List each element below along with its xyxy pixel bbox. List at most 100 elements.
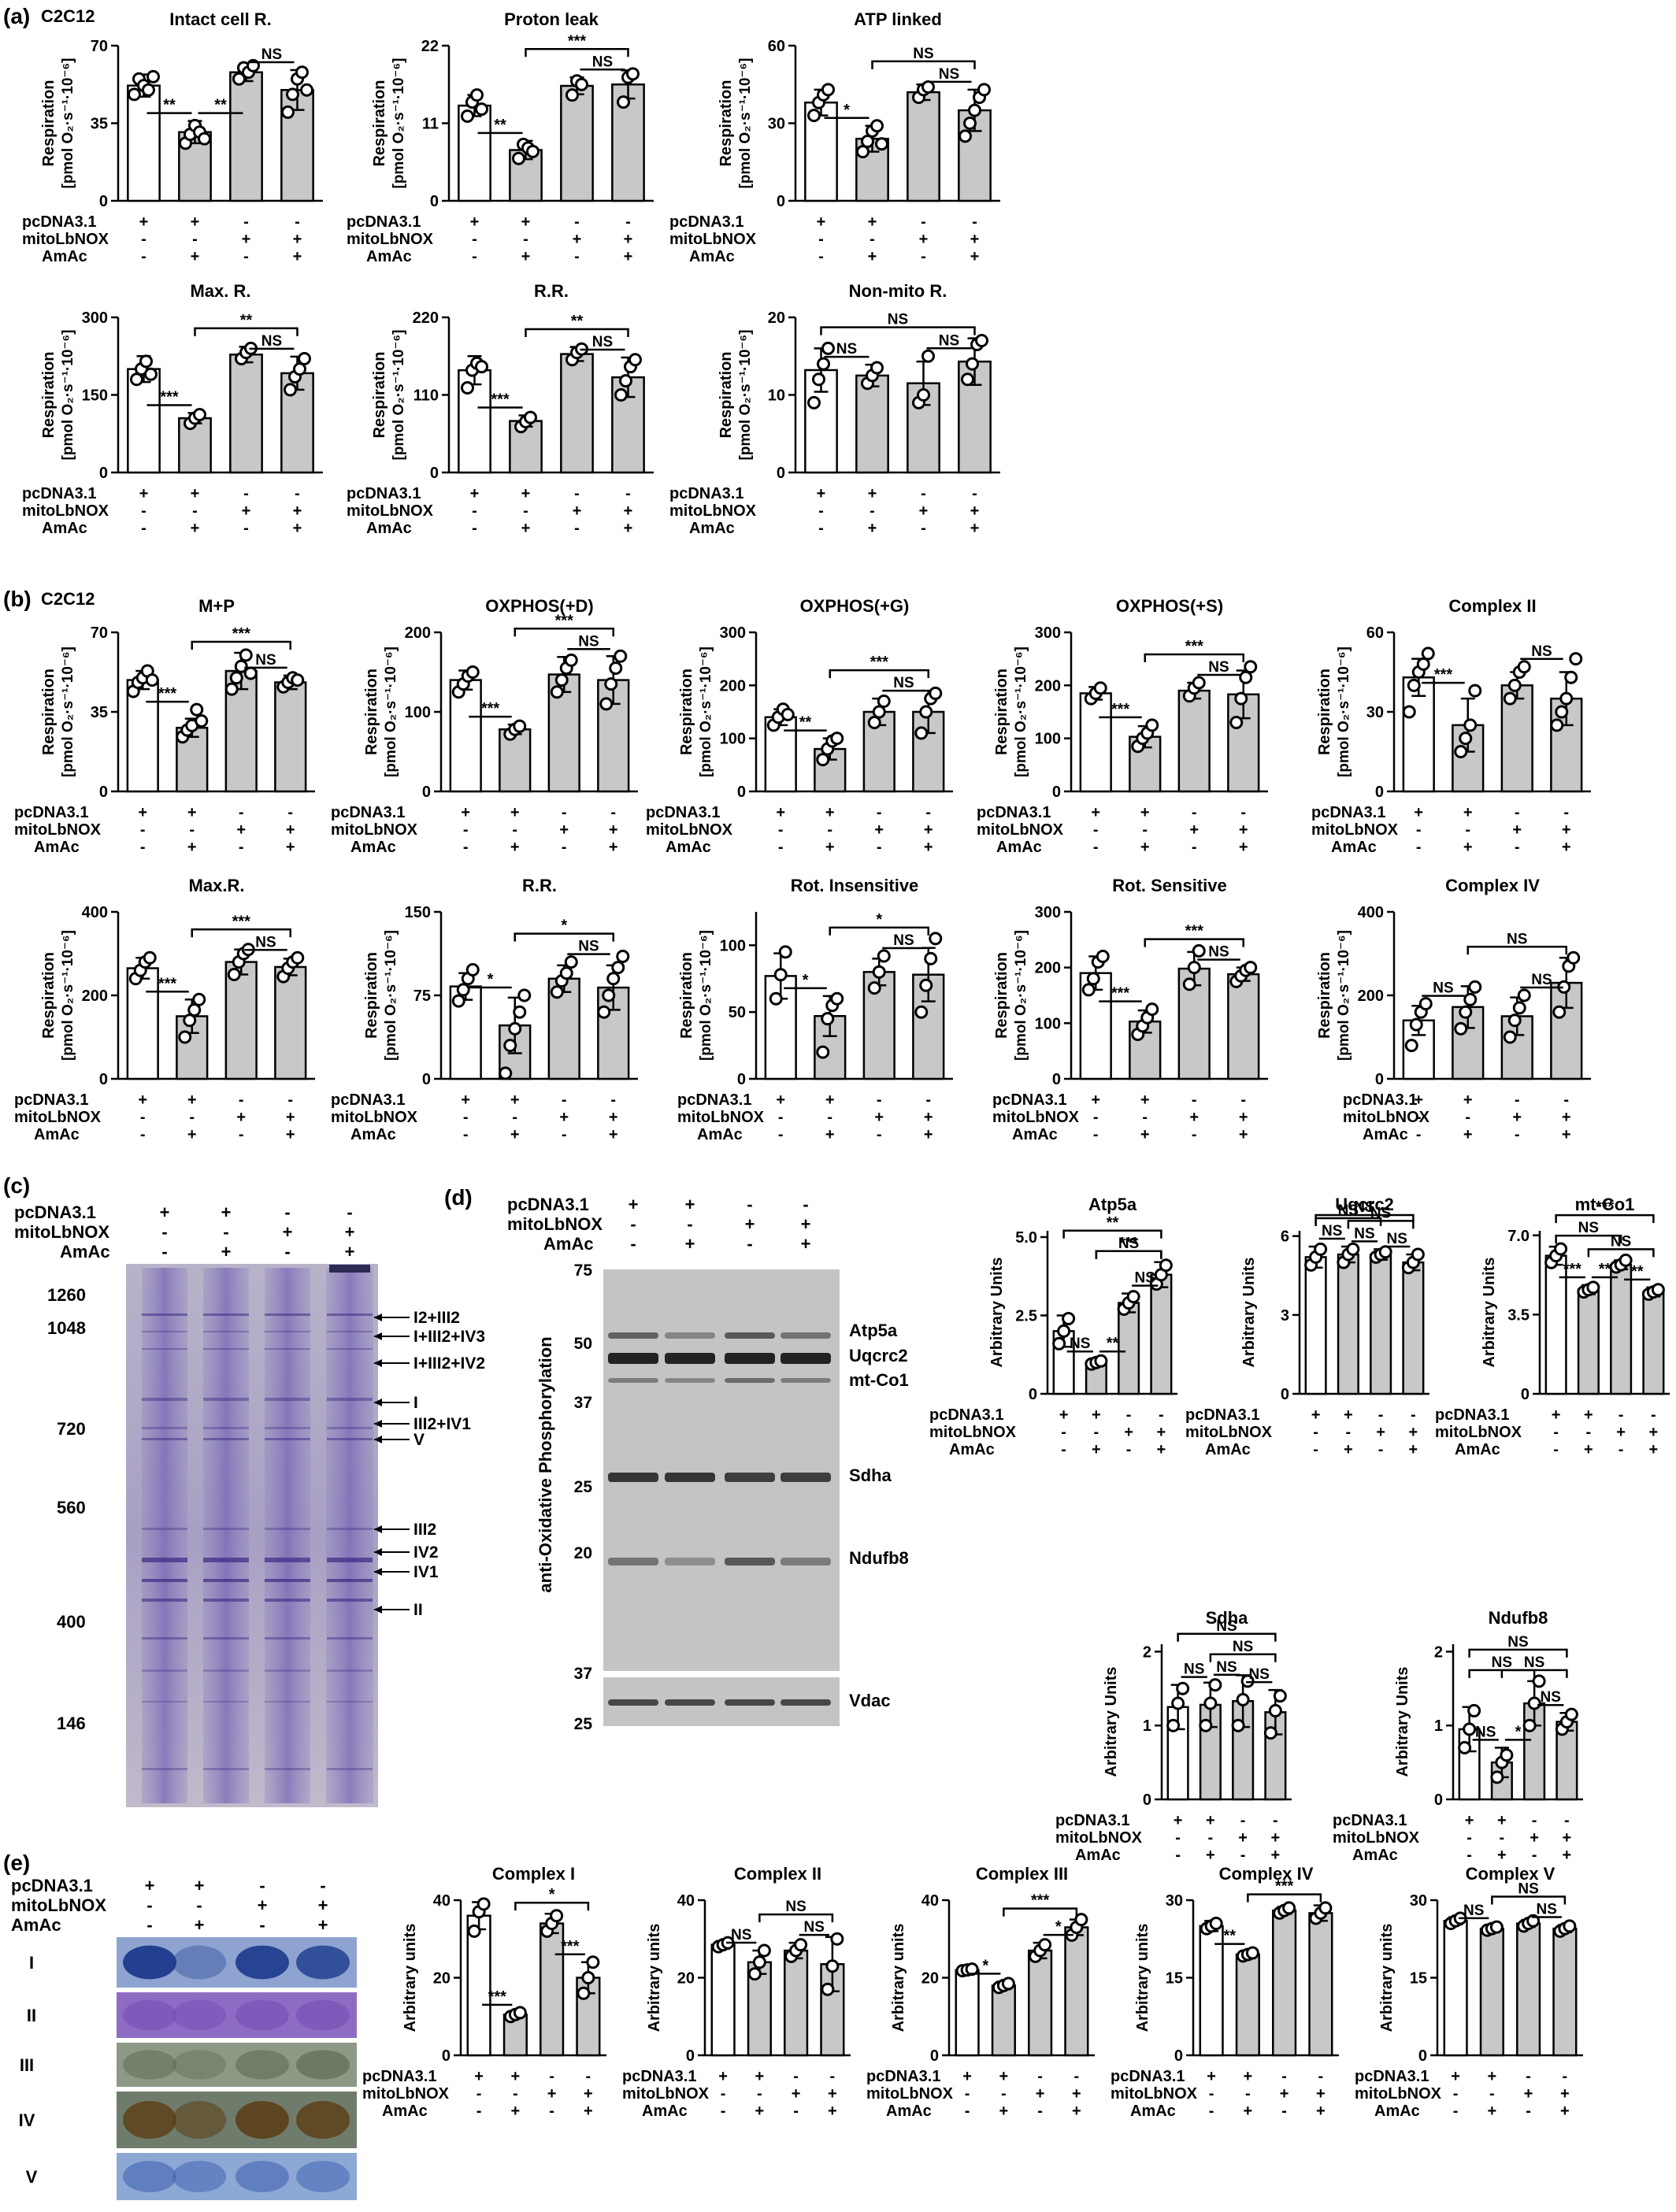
blot-d-main-image [603, 1269, 840, 1671]
y-tick-label: 300 [720, 624, 746, 642]
data-point [1619, 1253, 1633, 1267]
condition-sign: + [1497, 1812, 1507, 1829]
blot-panel-d: pcDNA3.1 mitoLbNOX AmAc + + - -- - + +- + - + ant… [507, 1195, 909, 1733]
condition-sign: - [1563, 804, 1569, 821]
gel-c-sign: + [283, 1222, 293, 1242]
strip-e-band [172, 1945, 226, 1980]
chart-a-4: R.R. 0 110 220 Respiration [pmol O₂·s⁻¹·10⁻⁶]… [347, 281, 654, 537]
condition-sign: + [1140, 1091, 1150, 1109]
condition-sign: + [1189, 1109, 1199, 1126]
condition-sign: - [1515, 1126, 1520, 1143]
condition-sign: - [1515, 804, 1520, 821]
y-tick-label: 0 [99, 784, 108, 801]
strip-e-band [296, 1999, 350, 2031]
data-point [752, 1955, 766, 1969]
condition-sign: - [549, 2068, 554, 2085]
data-point [1463, 718, 1478, 732]
y-tick-label: 200 [1035, 677, 1061, 695]
condition-sign: - [877, 839, 882, 856]
condition-row-label: pcDNA3.1 [646, 804, 720, 821]
data-point [614, 388, 628, 402]
condition-row-label: AmAc [1012, 1126, 1058, 1143]
condition-sign: + [1072, 2085, 1081, 2103]
gel-c-band [327, 1313, 373, 1316]
gel-c-band [203, 1438, 249, 1440]
y-label-line2: [pmol O₂·s⁻¹·10⁻⁶] [1336, 930, 1352, 1061]
condition-sign: + [293, 231, 302, 248]
y-tick-label: 100 [720, 731, 746, 748]
condition-sign: + [1376, 1424, 1385, 1441]
sig-bracket [191, 640, 291, 650]
condition-sign: - [757, 2085, 762, 2103]
condition-sign: - [472, 502, 477, 520]
gel-c-band [142, 1438, 187, 1440]
condition-sign: - [1001, 2085, 1007, 2103]
y-label: Arbitrary Units [1240, 1257, 1258, 1367]
y-label-line1: Respiration [371, 351, 388, 438]
chart-b-12: R.R. 0 75 150 Respiration [pmol O₂·s⁻¹·10⁻⁶] *… [331, 876, 638, 1143]
gel-c-arrowhead [374, 1525, 382, 1533]
y-tick-label: 0 [1174, 2047, 1183, 2065]
sig-label: ** [1223, 1928, 1236, 1945]
bar [1079, 692, 1112, 793]
data-point [1236, 1692, 1250, 1706]
condition-row-label: AmAc [1331, 839, 1377, 856]
condition-sign: - [1093, 1109, 1099, 1126]
blot-d-marker-37b: 37 [574, 1665, 592, 1683]
condition-row-label: pcDNA3.1 [14, 1091, 88, 1109]
condition-row-label: AmAc [666, 839, 711, 856]
condition-row-label: mitoLbNOX [1333, 1829, 1420, 1847]
condition-row-label: AmAc [1352, 1847, 1398, 1864]
condition-row-label: AmAc [34, 839, 80, 856]
y-tick-label: 100 [720, 937, 746, 954]
condition-sign: - [1563, 1091, 1569, 1109]
sig-label: *** [1434, 666, 1453, 684]
condition-row-label: pcDNA3.1 [1185, 1406, 1259, 1424]
condition-row-label: AmAc [1363, 1126, 1408, 1143]
condition-row-label: pcDNA3.1 [22, 485, 96, 502]
condition-sign: + [242, 231, 251, 248]
condition-sign: + [1463, 1091, 1473, 1109]
gel-c-row-label-mitolbnox: mitoLbNOX [14, 1222, 109, 1242]
condition-sign: + [755, 2068, 765, 2085]
sig-bracket [194, 327, 298, 336]
sig-label: NS [836, 341, 857, 358]
sig-label: NS [1354, 1199, 1374, 1216]
y-tick-label: 0 [99, 193, 108, 210]
sig-label: NS [1070, 1336, 1090, 1352]
condition-row-label: mitoLbNOX [646, 821, 733, 839]
bar [1544, 1254, 1567, 1395]
sig-label: NS [731, 1927, 751, 1943]
sig-label: NS [1184, 1662, 1204, 1678]
y-tick-label: 0 [737, 784, 746, 801]
panel-label-c: (c) [3, 1173, 30, 1198]
condition-sign: + [1584, 1441, 1593, 1458]
condition-sign: - [463, 821, 469, 839]
gel-c-lane-3 [265, 1268, 310, 1803]
gel-c-band [265, 1558, 310, 1562]
sig-label: * [876, 911, 882, 928]
y-axis-label: Arbitrary Units [1481, 1257, 1498, 1367]
chart-b-14: Rot. Sensitive 0 100 200 300 Respiration [pmol… [992, 876, 1268, 1143]
data-point [1209, 1917, 1223, 1931]
sig-label: NS [804, 1919, 825, 1936]
data-point [476, 1897, 491, 1911]
bar [127, 84, 161, 202]
cell-line-label-b: C2C12 [41, 589, 95, 609]
y-tick-label: 1 [1143, 1717, 1151, 1735]
y-tick-label: 60 [768, 38, 785, 55]
condition-sign: - [562, 839, 567, 856]
condition-sign: + [874, 821, 884, 839]
data-point [1187, 961, 1201, 975]
data-point [1192, 943, 1206, 958]
condition-sign: + [624, 520, 633, 537]
gel-c-band-label: IV1 [413, 1563, 439, 1581]
data-point [293, 362, 306, 376]
gel-c-arrowhead [374, 1606, 382, 1614]
gel-c-band [327, 1398, 373, 1401]
data-point [1507, 678, 1522, 692]
y-tick-label: 0 [1418, 2047, 1427, 2065]
condition-sign: - [818, 248, 824, 265]
condition-sign: + [970, 231, 980, 248]
